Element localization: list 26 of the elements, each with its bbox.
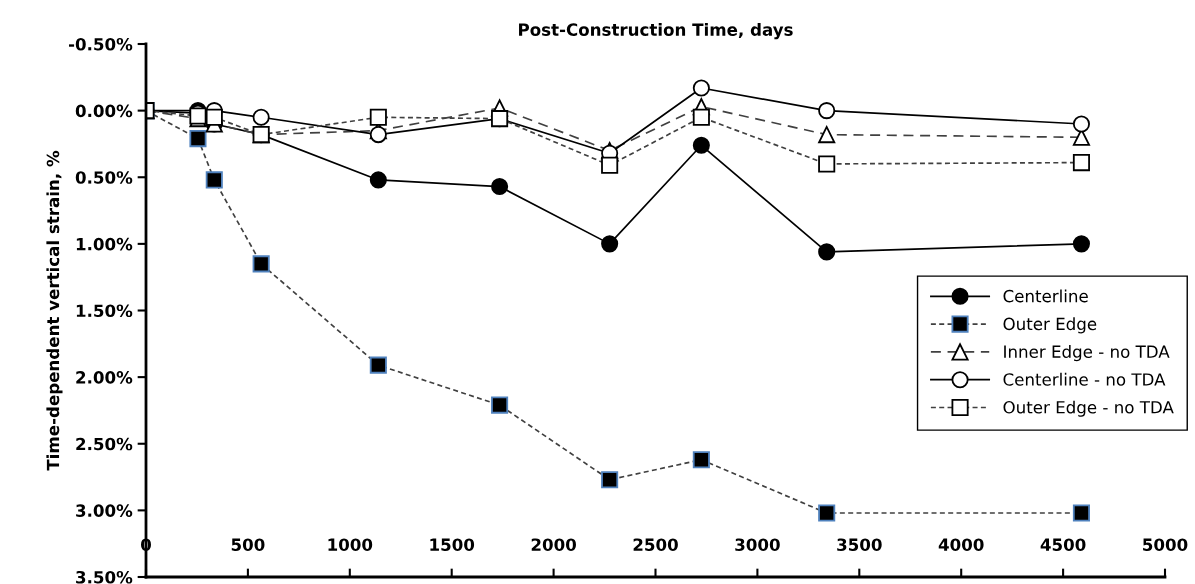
x-tick-label: 3000 xyxy=(735,538,780,552)
x-tick-label: 4000 xyxy=(938,538,984,552)
y-tick-label: 1.00% xyxy=(76,237,133,251)
legend-label: Centerline xyxy=(1003,289,1088,303)
y-tick-label: 3.50% xyxy=(76,570,133,584)
legend-label: Outer Edge xyxy=(1003,317,1097,334)
legend-label: Outer Edge - no TDA xyxy=(1003,400,1174,417)
x-tick-label: 2500 xyxy=(633,538,678,552)
x-tick-label: 500 xyxy=(231,538,265,552)
y-tick-label: -0.50% xyxy=(68,37,133,51)
legend-label: Inner Edge - no TDA xyxy=(1004,345,1170,362)
y-axis-title: Time-dependent vertical strain, % xyxy=(46,150,63,471)
y-tick-label: 2.00% xyxy=(76,371,133,384)
y-tick-label: 1.50% xyxy=(76,304,133,318)
y-tick-label: 0.50% xyxy=(75,171,133,184)
x-tick-label: 4500 xyxy=(1040,538,1086,552)
x-tick-label: 1000 xyxy=(328,538,373,552)
y-tick-label: 0.00% xyxy=(75,104,133,118)
y-tick-label: 2.50% xyxy=(76,437,133,451)
x-tick-label: 5000 xyxy=(1143,538,1188,552)
x-tick-label: 2000 xyxy=(531,538,576,552)
x-tick-label: 3500 xyxy=(837,538,882,552)
y-tick-label: 3.00% xyxy=(76,504,133,517)
legend-label: Centerline - no TDA xyxy=(1003,372,1166,386)
x-tick-label: 1500 xyxy=(430,538,475,552)
x-axis-title: Post-Construction Time, days xyxy=(519,23,793,40)
